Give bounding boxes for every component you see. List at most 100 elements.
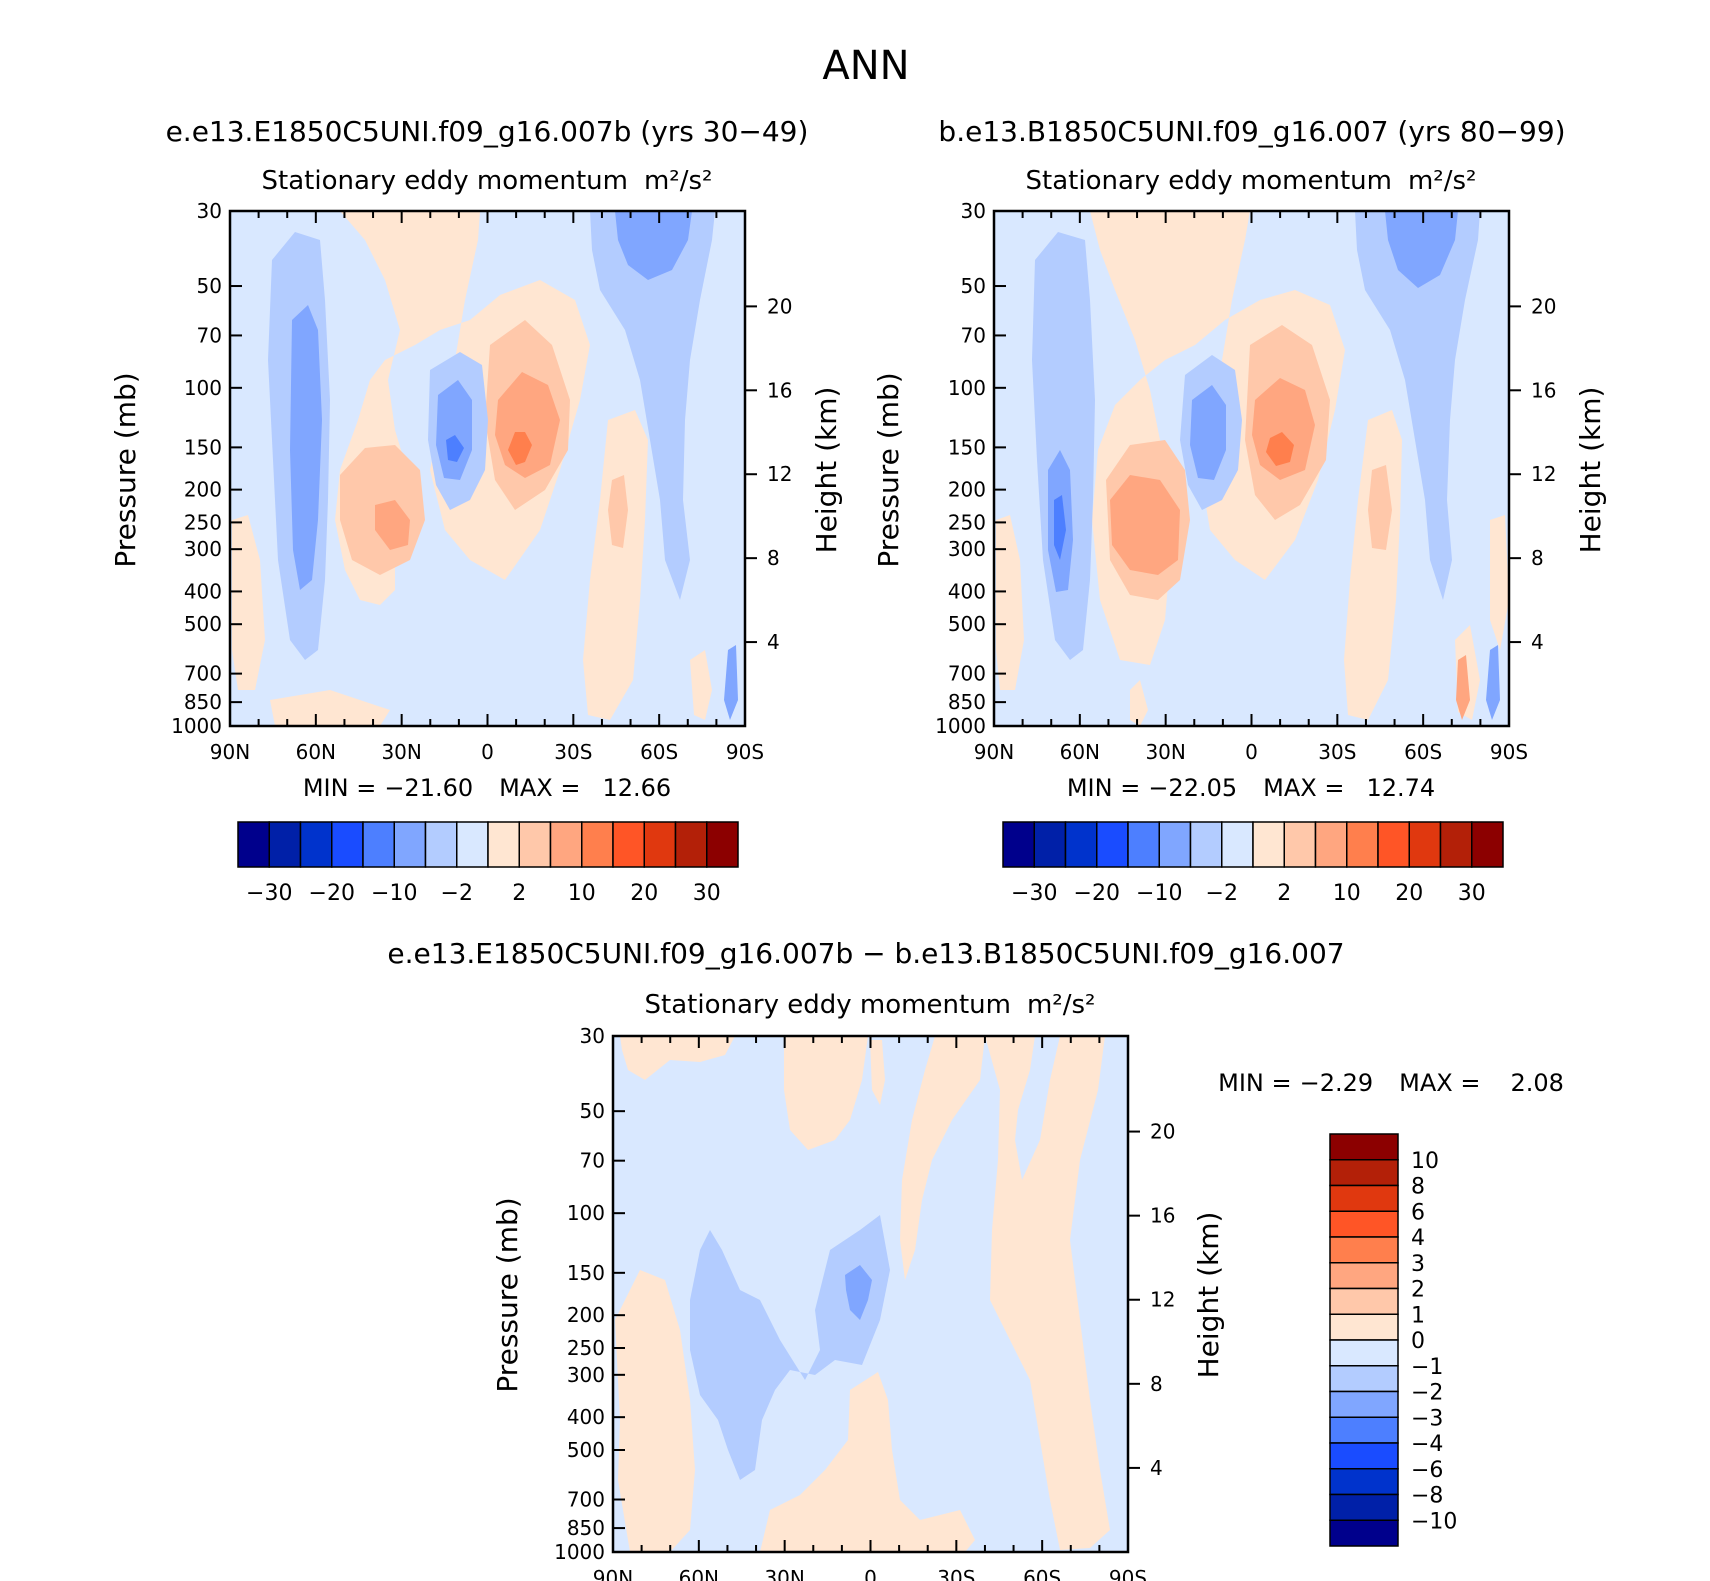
colorbar-label: −4 xyxy=(1411,1432,1443,1457)
colorbar-label: −10 xyxy=(1136,881,1182,906)
colorbar-label: 10 xyxy=(568,881,596,906)
colorbar-box xyxy=(268,821,302,868)
panel-2-contour-positive-sh-surface-l2 xyxy=(1456,655,1470,720)
colorbar-box xyxy=(1329,1210,1399,1238)
panel-diff-contour-positive-60S xyxy=(985,1036,1110,1550)
page-title: ANN xyxy=(822,43,909,89)
colorbar-box xyxy=(1329,1390,1399,1418)
colorbar-box xyxy=(1471,821,1504,868)
pressure-tick-label: 150 xyxy=(567,1261,605,1285)
lat-tick-label: 0 xyxy=(481,740,494,764)
panel-2-min-max: MIN = −22.05 MAX = 12.74 xyxy=(1067,774,1435,802)
panel-2-contour-positive-surface xyxy=(1130,680,1148,726)
pressure-tick-label: 70 xyxy=(961,323,986,347)
colorbar-label: 10 xyxy=(1333,881,1361,906)
pressure-tick-label: 200 xyxy=(948,478,986,502)
lat-tick-label: 30S xyxy=(554,740,592,764)
height-tick-label: 4 xyxy=(767,630,780,654)
pressure-tick-label: 850 xyxy=(184,690,222,714)
panel-diff-plot-area xyxy=(613,1036,1128,1552)
lat-tick-label: 0 xyxy=(1245,740,1258,764)
colorbar-box xyxy=(1329,1133,1399,1161)
panel-2-ylabel-right: Height (km) xyxy=(1574,387,1607,554)
panel-diff-contour-negative-nh xyxy=(690,1215,890,1480)
colorbar-box xyxy=(299,821,333,868)
panel-1-ylabel: Pressure (mb) xyxy=(109,372,142,567)
pressure-tick-label: 70 xyxy=(197,323,222,347)
pressure-tick-label: 250 xyxy=(948,510,986,534)
panel-2-contour-negative-sh-top-l2 xyxy=(1385,211,1458,288)
colorbar-box xyxy=(1329,1519,1399,1547)
panel-2-contour-negative-nh-l3 xyxy=(1054,495,1066,560)
colorbar-box xyxy=(1329,1184,1399,1212)
panel-diff-ylabel-right: Height (km) xyxy=(1192,1212,1225,1379)
height-tick-label: 20 xyxy=(1150,1120,1175,1144)
colorbar-label: −30 xyxy=(1011,881,1057,906)
panel-1-contour-positive-sh-surface xyxy=(690,650,712,720)
panel-1-contour-positive-surface-tropics xyxy=(270,690,390,726)
panel-1-max-label: MAX = xyxy=(499,774,580,802)
panel-1-contour-positive-l4 xyxy=(508,432,532,465)
panel-2-colorbar: −30 −20 −10 −2 2 10 20 30 xyxy=(1002,821,1504,906)
colorbar-box xyxy=(1346,821,1379,868)
lat-tick-label: 60N xyxy=(296,740,336,764)
colorbar-label: 3 xyxy=(1411,1252,1425,1277)
colorbar-label: 30 xyxy=(1458,881,1486,906)
pressure-tick-label: 700 xyxy=(184,662,222,686)
panel-diff-contour-positive-nh-low xyxy=(615,1270,695,1552)
colorbar-box xyxy=(1189,821,1223,868)
panel-diff-max-label: MAX = xyxy=(1399,1069,1480,1097)
panel-2-contour-negative-nh xyxy=(1032,232,1095,660)
panel-1-contour-negative-low xyxy=(410,615,485,710)
height-tick-label: 12 xyxy=(1531,462,1556,486)
panel-2-case-title: b.e13.B1850C5UNI.f09_g16.007 (yrs 80−99) xyxy=(938,115,1565,148)
panel-1-case-title: e.e13.E1850C5UNI.f09_g16.007b (yrs 30−49… xyxy=(166,115,809,148)
panel-1-contour-positive-sh-l2 xyxy=(608,475,628,548)
colorbar-box xyxy=(1329,1236,1399,1264)
colorbar-label: −6 xyxy=(1411,1458,1443,1483)
colorbar-box xyxy=(331,821,364,868)
panel-2-contour-negative-low xyxy=(1175,618,1250,710)
panel-1-contour-negative-nh-l2 xyxy=(290,305,322,590)
pressure-tick-label: 100 xyxy=(948,376,986,400)
panel-2-min-value: −22.05 xyxy=(1148,774,1237,802)
colorbar-box xyxy=(1329,1442,1399,1470)
pressure-tick-label: 100 xyxy=(567,1201,605,1225)
colorbar-box xyxy=(1329,1262,1399,1290)
panel-diff-min-value: −2.29 xyxy=(1300,1069,1374,1097)
colorbar-label: 6 xyxy=(1411,1200,1425,1225)
panel-1-min-value: −21.60 xyxy=(384,774,473,802)
pressure-tick-label: 50 xyxy=(197,274,222,298)
pressure-tick-label: 150 xyxy=(184,435,222,459)
pressure-tick-label: 500 xyxy=(184,612,222,636)
panel-2-contour-negative-sh-top xyxy=(1355,211,1480,600)
panel-2-contour-negative-tropical-l2 xyxy=(1190,385,1226,480)
lat-tick-label: 30N xyxy=(381,740,421,764)
pressure-tick-label: 1000 xyxy=(554,1540,605,1564)
lat-tick-label: 60S xyxy=(640,740,678,764)
panel-diff-min-max: MIN = −2.29 MAX = 2.08 xyxy=(1218,1069,1564,1097)
colorbar-box xyxy=(643,821,677,868)
colorbar-label: 2 xyxy=(1411,1278,1425,1303)
colorbar-box xyxy=(1096,821,1129,868)
colorbar-box xyxy=(1329,1287,1399,1315)
pressure-tick-label: 30 xyxy=(197,199,222,223)
panel-2-contour-positive-nh-surface xyxy=(996,515,1024,690)
colorbar-box xyxy=(1408,821,1442,868)
colorbar-label: 4 xyxy=(1411,1226,1425,1251)
lat-tick-label: 90N xyxy=(210,740,250,764)
height-tick-label: 16 xyxy=(767,378,792,402)
colorbar-box xyxy=(1221,821,1254,868)
panel-diff-max-value: 2.08 xyxy=(1510,1069,1563,1097)
panel-1-min-max: MIN = −21.60 MAX = 12.66 xyxy=(303,774,671,802)
colorbar-box xyxy=(393,821,427,868)
panel-1-contour-negative-tropical-l3 xyxy=(446,435,464,462)
panel-2-plot-area xyxy=(994,211,1509,726)
height-tick-label: 8 xyxy=(1531,546,1544,570)
panel-diff-ylabel: Pressure (mb) xyxy=(491,1197,524,1392)
pressure-tick-label: 500 xyxy=(948,612,986,636)
lat-tick-label: 90S xyxy=(1490,740,1528,764)
panel-1-min-label: MIN = xyxy=(303,774,376,802)
